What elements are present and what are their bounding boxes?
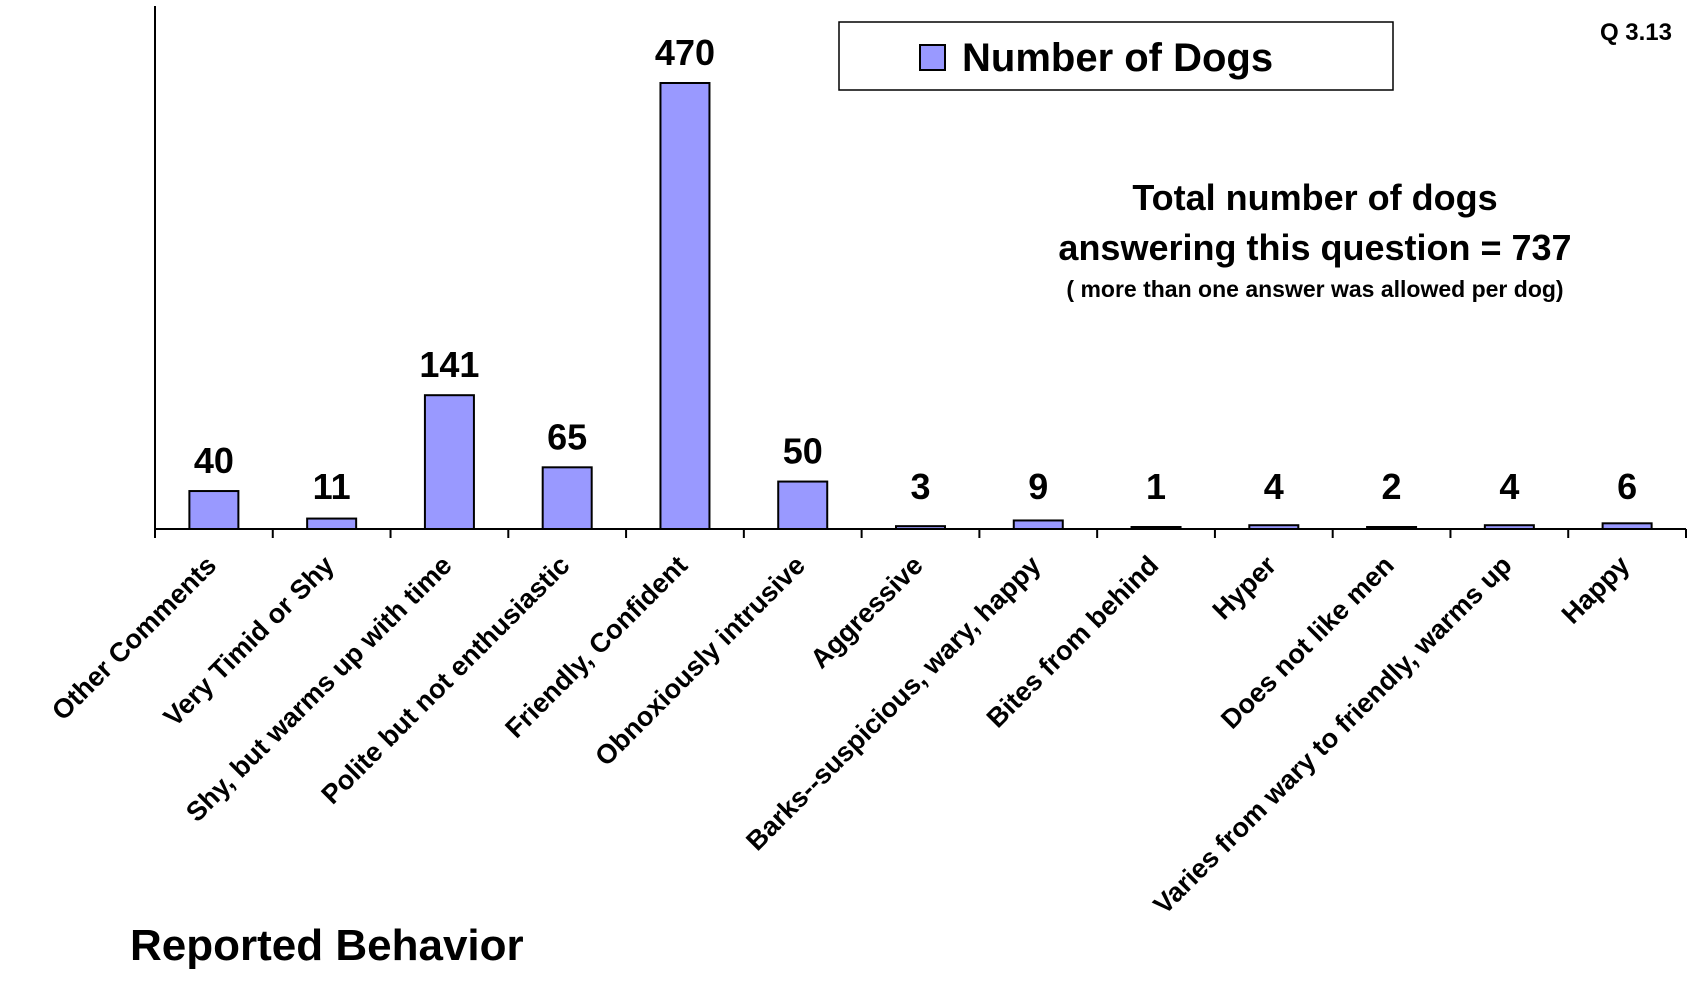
data-label: 4 (1499, 466, 1519, 507)
bar (423, 394, 475, 531)
total-annotation: Total number of dogs answering this ques… (1058, 177, 1571, 302)
question-id: Q 3.13 (1600, 19, 1672, 46)
bar (1366, 526, 1418, 530)
data-label: 470 (655, 32, 715, 73)
bar (1601, 522, 1653, 531)
legend-swatch (919, 44, 946, 71)
total-line-2: answering this question = 737 (1058, 227, 1571, 268)
x-tick-label: Aggressive (805, 550, 929, 674)
x-tick-label: Polite but not enthusiastic (316, 550, 576, 810)
data-label: 11 (313, 466, 351, 507)
bar (895, 525, 946, 531)
data-labels: 40 11 141 65 470 50 3 9 1 4 2 4 6 (194, 32, 1637, 507)
legend: Number of Dogs (838, 21, 1394, 91)
legend-label: Number of Dogs (962, 36, 1273, 80)
data-label: 141 (419, 344, 479, 385)
total-line-1: Total number of dogs (1132, 177, 1497, 218)
x-axis-title: Reported Behavior (130, 921, 524, 970)
x-tick-label: Happy (1556, 550, 1636, 630)
bar (659, 82, 711, 530)
x-axis-ticks (154, 529, 1687, 538)
bar (541, 466, 593, 531)
total-note: ( more than one answer was allowed per d… (1066, 276, 1563, 302)
data-label: 65 (547, 416, 587, 457)
bar-series (188, 82, 1653, 531)
data-label: 4 (1264, 466, 1284, 507)
bar (1012, 519, 1064, 531)
bar (1248, 524, 1300, 531)
x-tick-label: Hyper (1207, 550, 1283, 626)
x-tick-label: Obnoxiously intrusive (589, 550, 811, 772)
bar (1483, 524, 1535, 531)
data-label: 3 (910, 466, 930, 507)
data-label: 2 (1382, 466, 1402, 507)
bar (306, 517, 358, 531)
data-label: 1 (1146, 466, 1166, 507)
bar (1130, 526, 1182, 530)
bar (188, 490, 240, 530)
data-label: 40 (194, 440, 234, 481)
data-label: 6 (1617, 466, 1637, 507)
data-label: 50 (783, 431, 823, 472)
bar (777, 480, 829, 530)
data-label: 9 (1028, 466, 1048, 507)
